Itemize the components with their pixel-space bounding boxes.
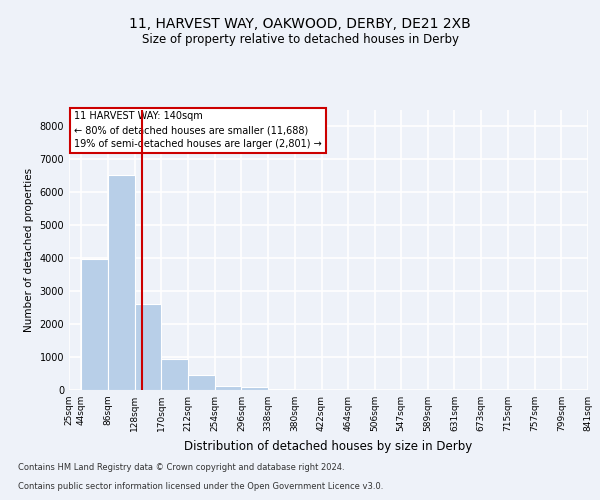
Bar — [81, 259, 108, 390]
Text: Contains public sector information licensed under the Open Government Licence v3: Contains public sector information licen… — [18, 482, 383, 491]
Bar — [268, 389, 295, 390]
Bar — [108, 175, 134, 390]
Y-axis label: Number of detached properties: Number of detached properties — [24, 168, 34, 332]
Bar — [161, 358, 188, 390]
Bar — [215, 386, 241, 390]
Text: 11 HARVEST WAY: 140sqm
← 80% of detached houses are smaller (11,688)
19% of semi: 11 HARVEST WAY: 140sqm ← 80% of detached… — [74, 112, 322, 150]
Text: Size of property relative to detached houses in Derby: Size of property relative to detached ho… — [142, 32, 458, 46]
X-axis label: Distribution of detached houses by size in Derby: Distribution of detached houses by size … — [184, 440, 473, 452]
Bar — [241, 388, 268, 390]
Text: Contains HM Land Registry data © Crown copyright and database right 2024.: Contains HM Land Registry data © Crown c… — [18, 464, 344, 472]
Text: 11, HARVEST WAY, OAKWOOD, DERBY, DE21 2XB: 11, HARVEST WAY, OAKWOOD, DERBY, DE21 2X… — [129, 18, 471, 32]
Bar — [134, 304, 161, 390]
Bar — [188, 375, 215, 390]
